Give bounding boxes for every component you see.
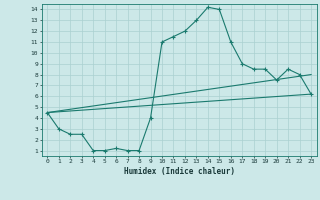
X-axis label: Humidex (Indice chaleur): Humidex (Indice chaleur) — [124, 167, 235, 176]
